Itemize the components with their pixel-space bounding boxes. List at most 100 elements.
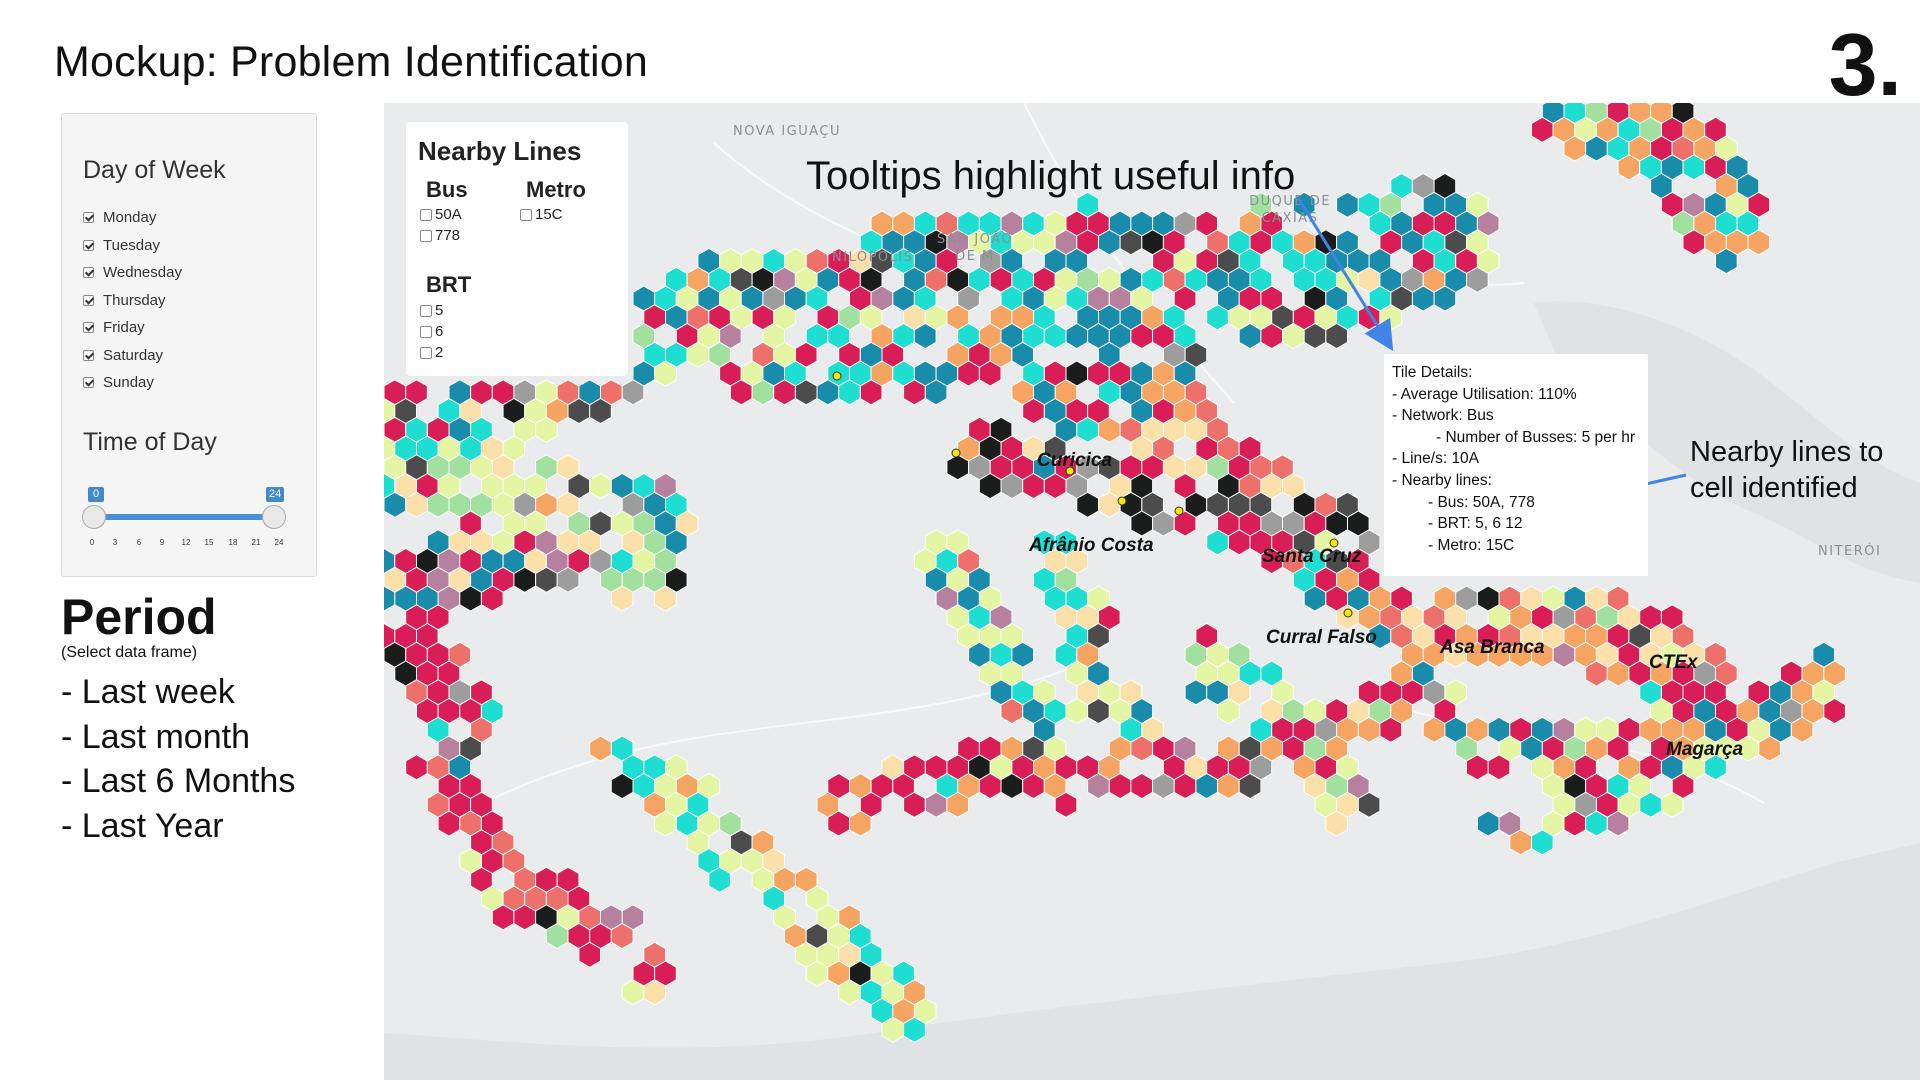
hex-cell[interactable]	[978, 360, 1002, 387]
bus-line-checkbox[interactable]	[420, 229, 432, 242]
tuesday-checkbox[interactable]	[83, 239, 94, 251]
brt-line-checkbox[interactable]	[420, 325, 432, 338]
hex-cell[interactable]	[621, 379, 645, 406]
hex-cell[interactable]	[1715, 247, 1738, 275]
hex-cell[interactable]	[643, 979, 666, 1006]
hex-cell[interactable]	[654, 360, 677, 387]
map-canvas[interactable]: NOVA IGUAÇU DUQUE DE CAXIAS SÃO JOÃO DE …	[384, 103, 1920, 1080]
hex-cell[interactable]	[1433, 285, 1457, 312]
hex-cell[interactable]	[480, 585, 504, 612]
day-option-sunday[interactable]: Sunday	[83, 369, 182, 397]
hex-cell[interactable]	[1217, 697, 1240, 725]
slider-tick: 9	[159, 538, 165, 547]
hex-cell[interactable]	[1476, 810, 1500, 837]
day-label: Wednesday	[103, 264, 182, 282]
hex-cell[interactable]	[1660, 791, 1684, 818]
hex-cell[interactable]	[556, 566, 580, 593]
brt-line-option[interactable]: 2	[420, 344, 443, 361]
hex-cell[interactable]	[946, 791, 970, 818]
slider-tick: 0	[89, 538, 95, 547]
hex-cell[interactable]	[610, 922, 634, 950]
day-option-saturday[interactable]: Saturday	[83, 342, 182, 370]
station-marker[interactable]	[1174, 506, 1184, 516]
hex-cell[interactable]	[1379, 716, 1403, 743]
brt-line-option[interactable]: 6	[420, 323, 443, 340]
saturday-checkbox[interactable]	[83, 349, 94, 361]
metro-heading: Metro	[526, 177, 586, 202]
station-marker[interactable]	[1329, 538, 1339, 548]
metro-line-checkbox[interactable]	[520, 208, 532, 221]
line-label: 6	[435, 323, 444, 340]
hex-cell[interactable]	[708, 866, 731, 893]
hex-cell[interactable]	[1758, 735, 1781, 762]
brt-line-checkbox[interactable]	[420, 304, 432, 317]
period-option-last-week[interactable]: - Last week	[61, 673, 235, 711]
day-option-monday[interactable]: Monday	[83, 204, 182, 232]
hex-cell[interactable]	[654, 585, 677, 612]
period-options: - Last week - Last month - Last 6 Months…	[61, 670, 295, 848]
station-label-magarca: Magarça	[1666, 739, 1744, 760]
hex-cell[interactable]	[1606, 810, 1630, 837]
slider-track[interactable]	[92, 514, 278, 520]
time-of-day-heading: Time of Day	[83, 428, 217, 456]
bus-line-checkbox[interactable]	[420, 208, 432, 221]
day-option-tuesday[interactable]: Tuesday	[83, 232, 182, 260]
slider-max-handle[interactable]	[262, 505, 286, 529]
bus-line-option[interactable]: 50A	[420, 206, 462, 223]
hex-cell[interactable]	[589, 472, 612, 500]
thursday-checkbox[interactable]	[83, 294, 94, 306]
station-marker[interactable]	[1065, 466, 1075, 476]
hex-cell[interactable]	[913, 322, 937, 350]
period-option-last-year[interactable]: - Last Year	[61, 806, 224, 845]
day-option-friday[interactable]: Friday	[83, 314, 182, 342]
tooltip-line: - Average Utilisation: 110%	[1392, 385, 1577, 403]
hex-cell[interactable]	[578, 941, 601, 968]
wednesday-checkbox[interactable]	[83, 267, 94, 279]
time-of-day-slider[interactable]: 0 24 0 3 6 9 12 15 18 21 24	[82, 476, 286, 547]
monday-checkbox[interactable]	[83, 212, 94, 224]
hex-cell[interactable]	[1704, 754, 1727, 781]
hex-cell[interactable]	[1357, 791, 1381, 818]
metro-line-option[interactable]: 15C	[520, 206, 563, 223]
hex-cell[interactable]	[859, 379, 883, 406]
hex-cell[interactable]	[924, 379, 948, 406]
hex-cell[interactable]	[535, 416, 558, 443]
friday-checkbox[interactable]	[83, 322, 94, 334]
station-marker[interactable]	[1117, 496, 1127, 506]
line-label: 778	[435, 227, 461, 244]
tooltip-line: - BRT: 5, 6 12	[1428, 515, 1523, 533]
hex-cell[interactable]	[1790, 716, 1814, 743]
sunday-checkbox[interactable]	[83, 377, 94, 389]
bus-line-option[interactable]: 778	[420, 227, 460, 244]
slider-min-handle[interactable]	[82, 505, 106, 529]
day-option-wednesday[interactable]: Wednesday	[83, 259, 182, 287]
hex-cell[interactable]	[849, 810, 872, 837]
hex-cell[interactable]	[1466, 266, 1489, 293]
hex-cell[interactable]	[1325, 810, 1348, 837]
hex-cell[interactable]	[1487, 754, 1511, 781]
hex-cell[interactable]	[405, 754, 428, 781]
hex-cell[interactable]	[1238, 772, 1262, 800]
hex-cell[interactable]	[589, 397, 612, 425]
station-label-afranio-costa: Afrânio Costa	[1029, 535, 1154, 556]
station-marker[interactable]	[951, 448, 961, 458]
period-option-last-6-months[interactable]: - Last 6 Months	[61, 762, 296, 800]
map-place-label: NOVA IGUAÇU	[733, 124, 841, 139]
hex-cell[interactable]	[610, 585, 634, 612]
day-of-week-heading: Day of Week	[83, 156, 226, 184]
hex-cell[interactable]	[1173, 510, 1197, 537]
station-marker[interactable]	[832, 371, 842, 381]
station-marker[interactable]	[1343, 608, 1353, 618]
map-place-label: NILÓPOLIS	[832, 250, 914, 265]
period-section: Period (Select data frame) - Last week -…	[61, 592, 295, 848]
brt-line-option[interactable]: 5	[420, 302, 443, 319]
brt-line-checkbox[interactable]	[420, 346, 432, 359]
period-option-last-month[interactable]: - Last month	[61, 717, 250, 756]
hex-cell[interactable]	[1823, 697, 1846, 725]
hex-cell[interactable]	[1054, 791, 1078, 818]
hex-cell[interactable]	[1531, 829, 1554, 856]
hex-cell[interactable]	[1130, 772, 1154, 800]
hex-cell[interactable]	[903, 1016, 926, 1043]
day-option-thursday[interactable]: Thursday	[83, 287, 182, 315]
hex-cell[interactable]	[1747, 229, 1771, 256]
